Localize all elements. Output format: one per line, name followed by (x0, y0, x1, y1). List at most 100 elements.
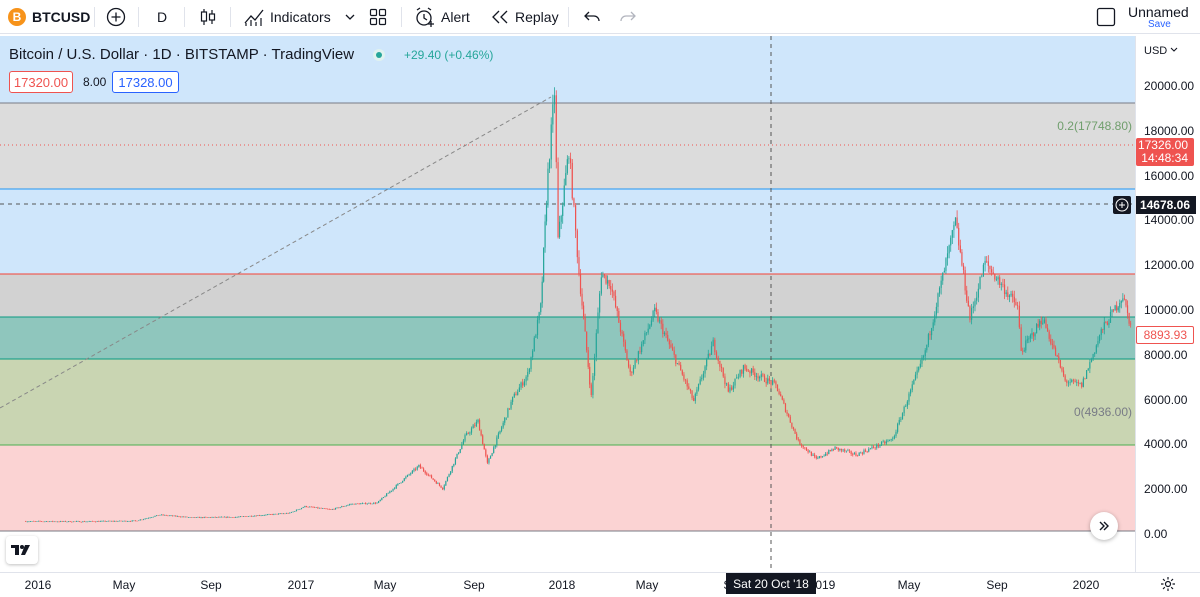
time-tick-label: Sep (463, 578, 485, 592)
candle-body (610, 286, 612, 290)
symbol-search-button[interactable]: B BTCUSD (8, 0, 90, 34)
price-axis[interactable] (1135, 36, 1200, 572)
candle-body (118, 520, 121, 522)
candle-body (921, 357, 923, 364)
candle-body (797, 438, 799, 440)
candle-body (130, 521, 132, 522)
candle-body (1056, 355, 1058, 357)
candle-body (825, 453, 827, 456)
candle-body (821, 456, 824, 458)
candle-body (694, 393, 696, 401)
candle-body (1005, 292, 1007, 295)
buy-price-button[interactable]: 17328.00 (112, 71, 179, 93)
replay-button[interactable]: Replay (490, 0, 559, 34)
candle-body (959, 245, 961, 253)
candle-body (817, 457, 819, 459)
candle-body (194, 517, 196, 518)
alert-button[interactable]: Alert (414, 0, 470, 34)
candle-body (101, 520, 103, 522)
undo-button[interactable] (583, 0, 601, 34)
candle-body (320, 508, 322, 509)
candle-body (605, 275, 607, 284)
candle-body (688, 386, 690, 390)
candle-body (500, 427, 503, 431)
price-chart[interactable]: 0.2(17748.80) 0(4936.00) (0, 36, 1135, 572)
candle-body (292, 511, 294, 513)
redo-button[interactable] (619, 0, 637, 34)
crosshair-add-button[interactable] (1113, 196, 1131, 214)
candle-body (389, 491, 391, 494)
candle-body (352, 503, 354, 505)
candle-body (559, 221, 561, 238)
layout-name[interactable]: Unnamed (1128, 4, 1189, 20)
candle-body (1045, 319, 1047, 328)
chart-pane[interactable]: 0.2(17748.80) 0(4936.00) (0, 36, 1135, 572)
indicators-icon (244, 9, 264, 26)
candle-body (361, 503, 364, 504)
save-link[interactable]: Save (1148, 19, 1171, 30)
chart-type-button[interactable] (199, 0, 217, 34)
candle-body (701, 377, 703, 380)
candle-body (1061, 367, 1063, 371)
candle-body (770, 380, 772, 385)
candle-body (322, 508, 324, 509)
candle-body (962, 265, 965, 271)
candle-body (946, 253, 949, 259)
candle-body (429, 474, 431, 476)
candle-body (864, 450, 867, 452)
indicators-label: Indicators (270, 9, 331, 25)
candle-body (869, 448, 871, 449)
candle-body (581, 293, 583, 306)
bitcoin-logo-icon: B (8, 8, 26, 26)
sell-price-button[interactable]: 17320.00 (9, 71, 73, 93)
candle-body (680, 364, 682, 371)
candle-body (189, 517, 191, 518)
candle-body (126, 521, 129, 522)
candle-body (943, 270, 945, 273)
candle-body (456, 453, 458, 459)
time-axis[interactable] (0, 572, 1200, 597)
candle-body (667, 334, 669, 341)
redo-icon (620, 11, 636, 22)
time-tick-label: May (112, 578, 136, 592)
layout-save-toggle[interactable] (1096, 0, 1116, 34)
interval-button[interactable]: D (157, 0, 167, 34)
candle-body (317, 507, 319, 509)
candle-body (897, 424, 899, 432)
candle-body (1020, 327, 1022, 351)
indicators-button[interactable]: Indicators (243, 0, 331, 34)
candle-body (1084, 378, 1086, 380)
candle-body (706, 358, 708, 367)
candle-body (133, 520, 135, 522)
currency-selector[interactable]: USD (1144, 45, 1178, 57)
candle-body (178, 516, 180, 517)
tradingview-logo[interactable] (6, 536, 38, 564)
candle-body (741, 370, 743, 374)
candle-body (413, 468, 415, 471)
candle-body (839, 448, 841, 450)
candle-body (277, 513, 280, 515)
compare-button[interactable] (106, 0, 126, 34)
candle-body (576, 230, 578, 258)
series-title[interactable]: Bitcoin / U.S. Dollar · 1D · BITSTAMP · … (9, 46, 355, 63)
plus-circle-icon (106, 7, 126, 27)
price-tick-label: 0.00 (1144, 527, 1168, 541)
candle-body (686, 380, 688, 387)
market-status-icon[interactable] (373, 49, 385, 61)
candle-body (432, 478, 434, 480)
scroll-to-realtime-button[interactable] (1090, 512, 1118, 540)
chart-settings-button[interactable] (1160, 576, 1176, 597)
candle-body (969, 306, 971, 320)
candle-body (328, 509, 330, 510)
candle-body (710, 346, 713, 355)
layout-button[interactable] (369, 0, 387, 34)
candle-body (832, 449, 835, 451)
candle-body (826, 453, 828, 455)
candle-body (568, 158, 570, 160)
candle-body (1123, 298, 1126, 300)
indicators-dropdown[interactable] (344, 0, 356, 34)
candle-body (265, 514, 267, 516)
candle-body (45, 521, 47, 522)
candle-body (1054, 347, 1057, 356)
candle-body (603, 274, 606, 276)
